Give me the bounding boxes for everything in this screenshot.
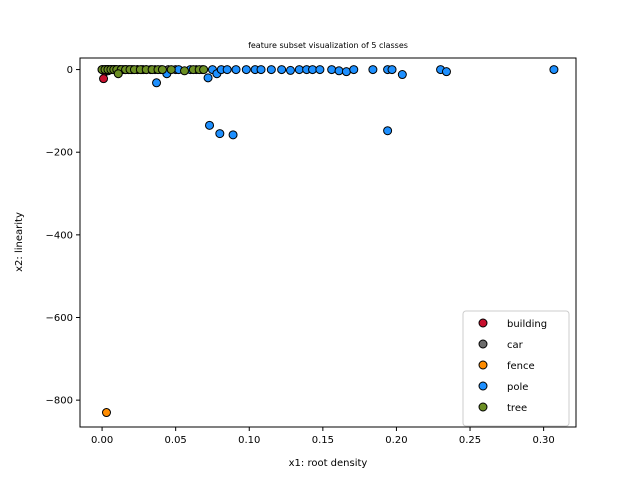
data-point-pole	[203, 73, 213, 83]
legend-box	[462, 310, 570, 427]
data-point-pole	[241, 65, 251, 75]
data-point-pole	[285, 65, 295, 75]
y-tick-label: −200	[46, 148, 73, 159]
data-point-pole	[397, 70, 407, 80]
data-point-pole	[315, 65, 325, 75]
legend-label: building	[507, 319, 547, 330]
data-point-building	[99, 74, 109, 84]
data-point-pole	[228, 130, 238, 140]
chart-title: feature subset visualization of 5 classe…	[248, 41, 408, 50]
data-point-tree	[166, 65, 176, 75]
legend-label: fence	[507, 361, 535, 372]
legend-marker-tree	[478, 402, 488, 412]
x-tick-label: 0.15	[312, 435, 334, 446]
data-point-pole	[294, 65, 304, 75]
x-tick-label: 0.20	[385, 435, 407, 446]
data-point-pole	[215, 129, 225, 139]
data-point-pole	[266, 65, 276, 75]
axis-ticks: 0.00 0.05 0.10 0.15 0.20 0.25 0.30 0 −200 −400 −60…	[46, 65, 555, 446]
data-point-pole	[277, 65, 287, 75]
data-point-pole	[334, 66, 344, 76]
data-point-pole	[387, 65, 397, 75]
x-tick-label: 0.05	[165, 435, 187, 446]
data-point-tree	[199, 65, 209, 75]
y-tick-label: −800	[46, 396, 73, 407]
legend-label: car	[507, 340, 524, 351]
data-point-pole	[383, 126, 393, 136]
legend-label: pole	[507, 382, 528, 393]
data-point-pole	[205, 120, 215, 130]
data-point-tree	[113, 69, 123, 79]
x-tick-label: 0.10	[238, 435, 260, 446]
data-point-pole	[308, 65, 318, 75]
legend-marker-building	[478, 318, 488, 328]
data-point-pole	[152, 78, 162, 88]
data-point-pole	[368, 65, 378, 75]
data-point-pole	[349, 65, 359, 75]
data-point-pole	[441, 67, 451, 77]
data-point-tree	[179, 66, 189, 76]
y-tick-label: −600	[46, 313, 73, 324]
y-tick-label: −400	[46, 230, 73, 241]
data-point-pole	[256, 65, 266, 75]
y-axis-label: x2: linearity	[14, 212, 25, 272]
data-point-pole	[231, 65, 241, 75]
x-axis-label: x1: root density	[289, 458, 368, 469]
y-tick-label: 0	[67, 65, 73, 76]
legend: building car fence pole tree	[462, 310, 570, 427]
legend-label: tree	[507, 403, 527, 414]
data-points	[97, 65, 559, 418]
x-tick-label: 0.00	[91, 435, 113, 446]
data-point-pole	[327, 65, 337, 75]
data-point-pole	[341, 67, 351, 77]
data-point-pole	[222, 65, 232, 75]
legend-marker-pole	[478, 381, 488, 391]
legend-marker-car	[478, 339, 488, 349]
legend-marker-fence	[478, 360, 488, 370]
data-point-pole	[549, 65, 559, 75]
x-tick-label: 0.25	[459, 435, 481, 446]
data-point-tree	[157, 65, 167, 75]
x-tick-label: 0.30	[532, 435, 554, 446]
data-point-fence	[101, 408, 111, 418]
plot-frame	[79, 57, 577, 428]
